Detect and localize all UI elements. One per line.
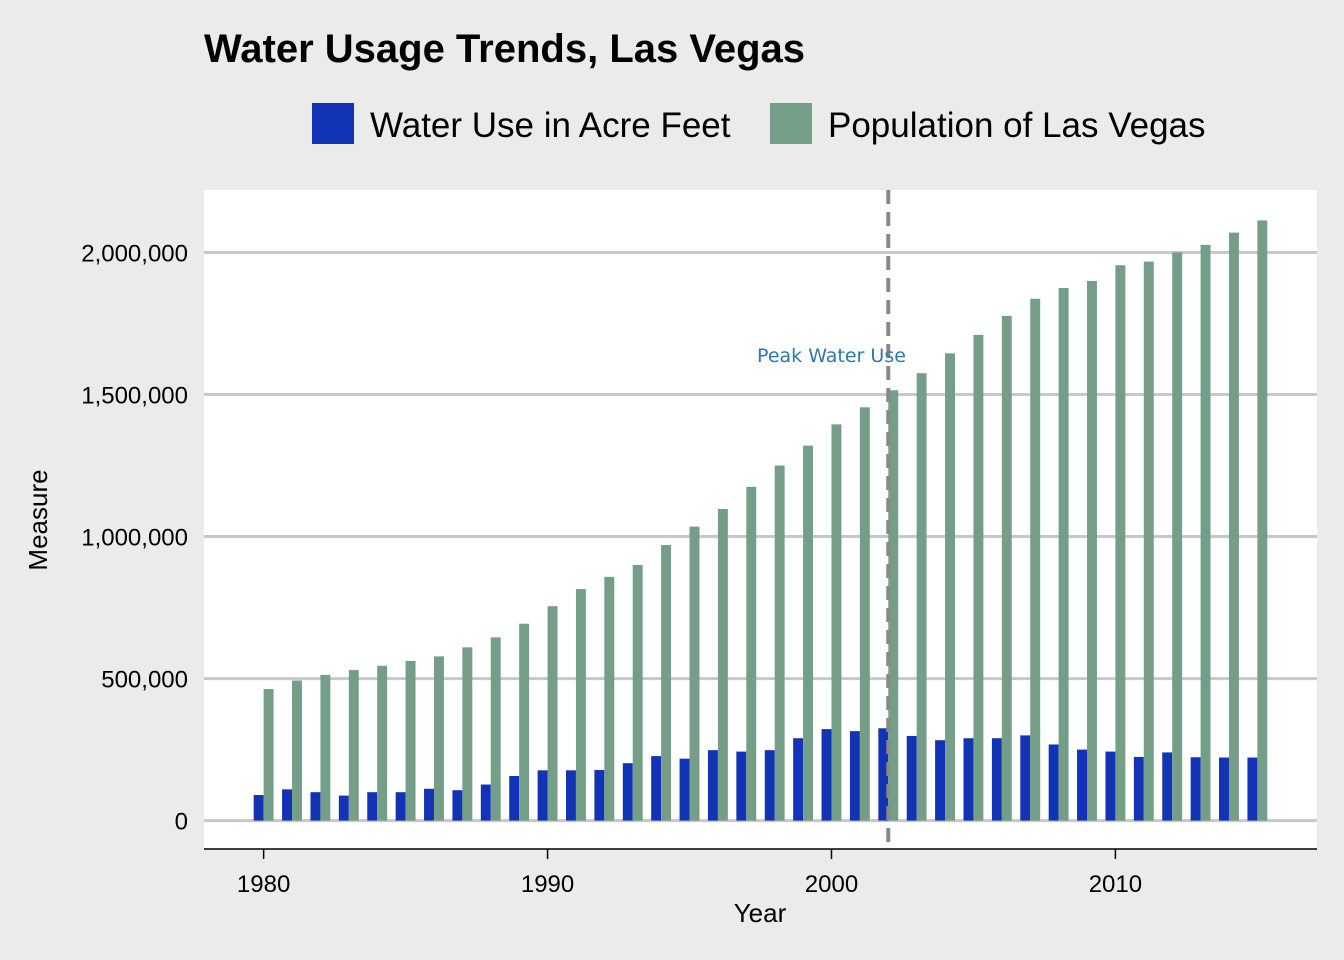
water-use-bar	[566, 770, 576, 821]
y-tick-label: 500,000	[101, 667, 188, 694]
x-axis-title: Year	[734, 898, 787, 928]
water-use-bar	[1020, 735, 1031, 821]
water-use-bar	[367, 792, 378, 821]
water-use-bar	[452, 790, 463, 821]
x-tick-label: 1990	[521, 871, 574, 898]
population-bar	[973, 334, 984, 821]
population-bar	[575, 589, 586, 821]
population-bar	[774, 465, 785, 821]
water-use-bar	[1133, 756, 1144, 821]
population-bar	[717, 508, 728, 821]
y-tick-label: 1,500,000	[81, 383, 188, 410]
water-use-bar	[1162, 752, 1173, 821]
water-use-bar	[821, 729, 832, 821]
y-axis-ticks: 0 500,000 1,000,000 1,500,000 2,000,000	[81, 240, 188, 835]
water-use-bar	[310, 792, 321, 821]
water-use-bar	[395, 792, 406, 821]
population-bar	[1200, 244, 1211, 821]
plot-panel	[204, 190, 1317, 849]
water-use-bar	[424, 788, 434, 821]
population-bar	[519, 623, 530, 821]
population-bar	[490, 637, 501, 821]
water-use-bar	[1105, 751, 1116, 821]
water-use-bar	[651, 756, 662, 821]
water-use-bar	[1219, 757, 1229, 821]
population-bar	[1030, 298, 1041, 821]
population-bar	[888, 390, 899, 821]
water-use-bar	[1247, 757, 1258, 821]
population-bar	[1143, 261, 1154, 821]
population-bar	[433, 656, 444, 821]
water-use-bar	[1190, 757, 1201, 821]
population-bar	[462, 647, 473, 821]
y-tick-label: 1,000,000	[81, 525, 188, 552]
population-bar	[831, 424, 842, 821]
water-use-bar	[878, 728, 889, 821]
population-bar	[1087, 280, 1097, 821]
y-tick-label: 2,000,000	[81, 240, 188, 267]
water-use-bar	[793, 738, 804, 821]
population-bar	[1001, 315, 1012, 821]
population-bar	[746, 486, 757, 821]
population-bar	[945, 353, 955, 821]
y-axis-title: Measure	[23, 469, 53, 570]
population-bar	[859, 407, 870, 821]
population-bar	[1228, 232, 1239, 821]
water-use-bar	[736, 751, 747, 821]
legend-swatch-water	[312, 103, 354, 144]
population-bar	[604, 576, 615, 821]
water-use-bar	[253, 795, 264, 821]
water-use-bar	[622, 763, 633, 821]
population-bars	[263, 220, 1268, 821]
water-use-bar	[509, 775, 520, 821]
water-use-bar	[679, 758, 690, 821]
population-bar	[916, 373, 927, 821]
gridlines	[204, 250, 1317, 823]
population-bar	[348, 670, 359, 821]
population-bar	[1115, 265, 1126, 821]
population-bar	[689, 526, 700, 821]
x-axis-ticks: 1980 1990 2000 2010	[237, 849, 1142, 898]
water-use-bars	[253, 728, 1258, 821]
water-use-bar	[480, 784, 491, 821]
population-bar	[1172, 252, 1183, 821]
peak-water-use-label: Peak Water Use	[757, 345, 906, 367]
water-use-bar	[849, 731, 860, 821]
population-bar	[320, 674, 331, 821]
population-bar	[405, 660, 416, 821]
water-use-bar	[282, 789, 293, 821]
population-bar	[632, 564, 643, 821]
water-use-bar	[906, 735, 917, 821]
population-bar	[1058, 287, 1069, 821]
population-bar	[803, 445, 814, 821]
legend-swatch-population	[770, 103, 812, 144]
water-use-bar	[338, 795, 349, 821]
x-tick-label: 1980	[237, 871, 290, 898]
water-use-bar	[1077, 749, 1088, 821]
water-use-bar	[991, 738, 1002, 821]
population-bar	[292, 680, 302, 821]
water-use-bar	[537, 770, 548, 821]
population-bar	[1257, 220, 1268, 821]
water-use-bar	[935, 740, 946, 821]
population-bar	[263, 689, 274, 821]
x-tick-label: 2010	[1089, 871, 1142, 898]
legend-label-water: Water Use in Acre Feet	[370, 106, 731, 145]
water-use-bar	[963, 738, 974, 821]
population-bar	[377, 665, 388, 821]
y-tick-label: 0	[175, 809, 188, 836]
population-bar	[661, 545, 672, 821]
water-use-bar	[1048, 744, 1059, 821]
legend: Water Use in Acre Feet Population of Las…	[312, 103, 1206, 145]
water-use-bar	[594, 770, 605, 821]
x-tick-label: 2000	[805, 871, 858, 898]
water-use-bar	[764, 750, 775, 821]
water-use-bar	[707, 750, 718, 821]
chart-title: Water Usage Trends, Las Vegas	[204, 27, 805, 71]
legend-label-population: Population of Las Vegas	[828, 106, 1206, 145]
population-bar	[547, 606, 558, 821]
